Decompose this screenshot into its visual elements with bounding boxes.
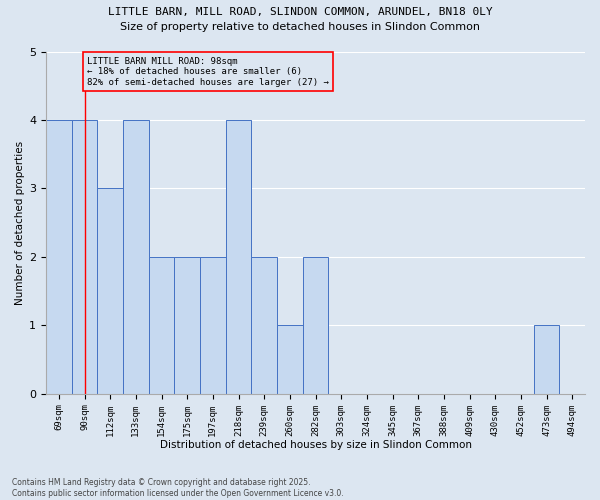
Y-axis label: Number of detached properties: Number of detached properties [15,140,25,304]
Bar [46,120,71,394]
Bar [302,257,328,394]
Bar [123,120,149,394]
Bar [251,257,277,394]
Text: Contains HM Land Registry data © Crown copyright and database right 2025.
Contai: Contains HM Land Registry data © Crown c… [12,478,344,498]
Bar [533,326,559,394]
Bar [97,188,123,394]
X-axis label: Distribution of detached houses by size in Slindon Common: Distribution of detached houses by size … [160,440,472,450]
Bar [277,326,302,394]
Bar [226,120,251,394]
Text: LITTLE BARN MILL ROAD: 98sqm
← 18% of detached houses are smaller (6)
82% of sem: LITTLE BARN MILL ROAD: 98sqm ← 18% of de… [87,57,329,87]
Bar [175,257,200,394]
Bar [71,120,97,394]
Bar [200,257,226,394]
Text: Size of property relative to detached houses in Slindon Common: Size of property relative to detached ho… [120,22,480,32]
Text: LITTLE BARN, MILL ROAD, SLINDON COMMON, ARUNDEL, BN18 0LY: LITTLE BARN, MILL ROAD, SLINDON COMMON, … [107,8,493,18]
Bar [149,257,175,394]
